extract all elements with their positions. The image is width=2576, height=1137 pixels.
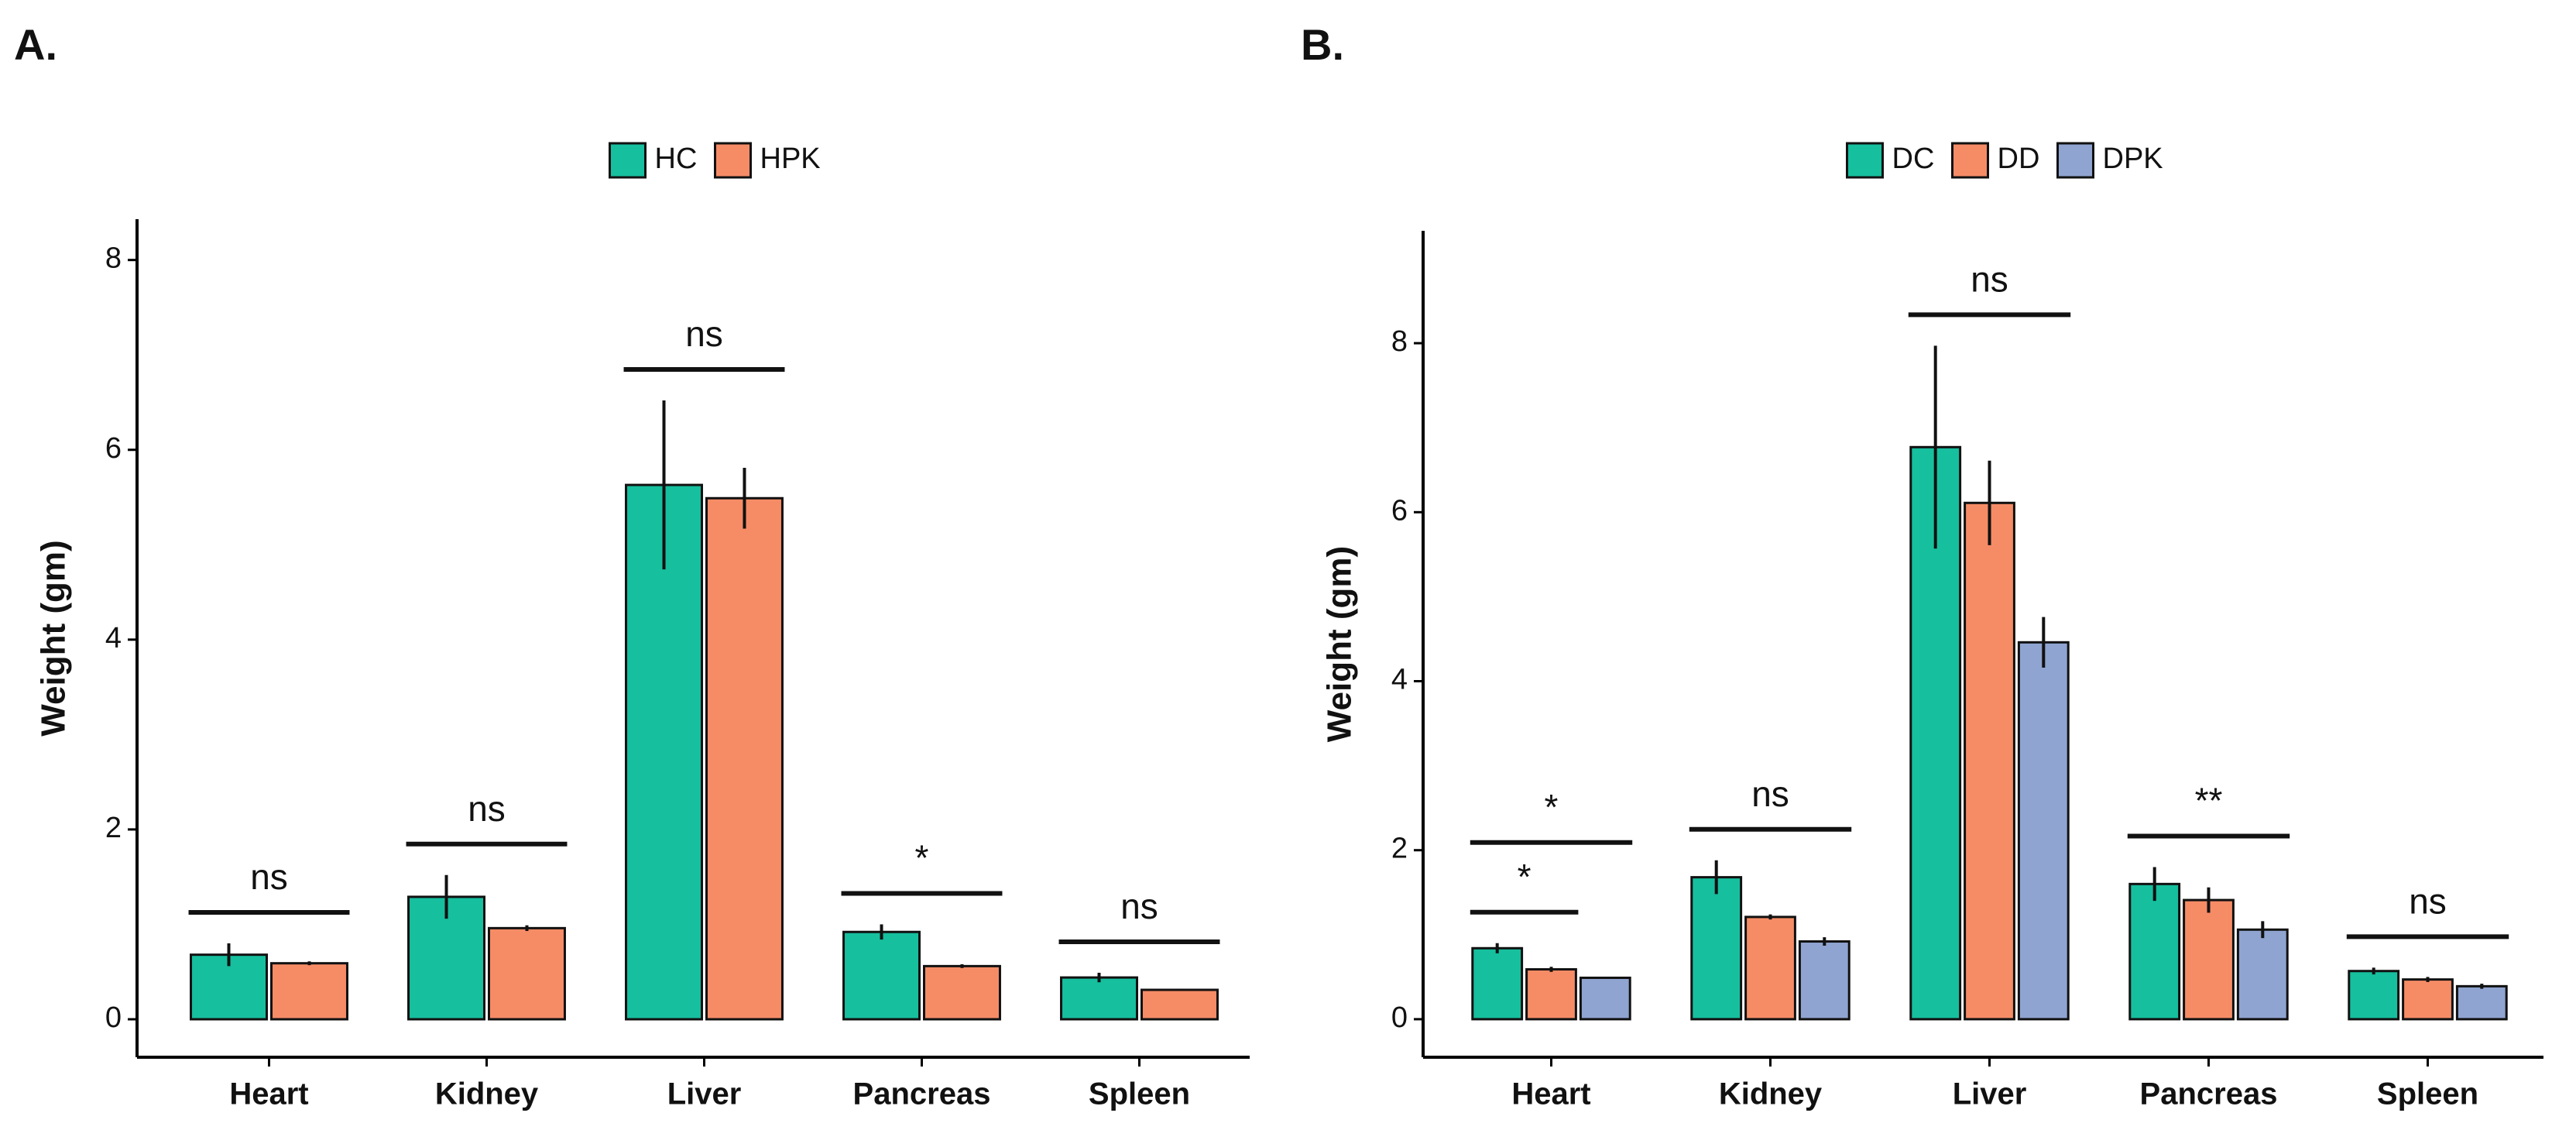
x-tick-label: Pancreas: [853, 1077, 991, 1111]
y-tick-label: 8: [105, 242, 122, 275]
significance-label: *: [1545, 787, 1559, 827]
significance-label: ns: [468, 788, 506, 829]
bar: [2236, 928, 2289, 1021]
bar: [842, 930, 921, 1021]
x-tick-label: Spleen: [1089, 1077, 1190, 1111]
y-tick-label: 6: [105, 432, 122, 465]
x-tick-label: Kidney: [435, 1077, 539, 1111]
legend-swatch: [714, 142, 752, 179]
legend-label: HPK: [760, 143, 821, 175]
bar: [488, 926, 566, 1021]
bar: [923, 964, 1001, 1021]
bar: [270, 962, 348, 1021]
y-tick-label: 4: [105, 622, 122, 654]
significance-label: ns: [1751, 774, 1789, 814]
legend-swatch: [2056, 142, 2094, 179]
significance-label: ns: [1120, 886, 1158, 926]
x-tick-label: Pancreas: [2140, 1077, 2278, 1111]
legend-swatch: [609, 142, 647, 179]
significance-label: **: [2195, 781, 2223, 821]
y-tick-label: 2: [1391, 833, 1408, 865]
y-axis-title: Weight (gm): [1321, 546, 1359, 742]
x-tick-label: Spleen: [2377, 1077, 2478, 1111]
bar: [1060, 976, 1139, 1021]
y-tick-label: 8: [1391, 325, 1408, 358]
significance-label: ns: [2409, 881, 2447, 922]
legend-swatch: [1846, 142, 1884, 179]
bar: [2348, 970, 2400, 1021]
bar: [1798, 940, 1851, 1021]
panel-label: B.: [1301, 20, 1344, 69]
bar: [1690, 876, 1743, 1021]
y-tick-label: 0: [1391, 1001, 1408, 1034]
bar: [2455, 984, 2508, 1021]
bar: [1744, 915, 1796, 1021]
x-tick-label: Kidney: [1719, 1077, 1823, 1111]
significance-label: ns: [685, 314, 723, 354]
bar: [1141, 988, 1219, 1021]
y-tick-label: 6: [1391, 494, 1408, 527]
bar: [2183, 898, 2235, 1021]
bar: [2402, 978, 2454, 1021]
y-tick-label: 0: [105, 1001, 122, 1034]
x-tick-label: Heart: [229, 1077, 308, 1111]
bar: [1964, 501, 2015, 1021]
bar: [1579, 976, 1631, 1021]
x-tick-label: Liver: [1953, 1077, 2027, 1111]
y-tick-label: 4: [1391, 664, 1408, 696]
legend-label: HC: [655, 143, 698, 175]
bar: [1471, 946, 1524, 1021]
bar: [2128, 882, 2181, 1021]
legend-label: DD: [1998, 143, 2040, 175]
significance-label: ns: [250, 857, 288, 897]
bar: [1525, 968, 1577, 1021]
legend-swatch: [1951, 142, 1989, 179]
bar: [625, 483, 704, 1021]
y-axis-title: Weight (gm): [35, 540, 73, 736]
significance-label: *: [915, 838, 929, 878]
x-tick-label: Liver: [667, 1077, 742, 1111]
legend-label: DPK: [2103, 143, 2163, 175]
bar: [2017, 641, 2070, 1021]
x-tick-label: Heart: [1511, 1077, 1590, 1111]
panel-label: A.: [14, 20, 57, 69]
significance-label: ns: [1971, 259, 2008, 300]
significance-label: *: [1518, 857, 1532, 897]
y-tick-label: 2: [105, 812, 122, 844]
legend-label: DC: [1892, 143, 1935, 175]
bar: [705, 496, 784, 1021]
